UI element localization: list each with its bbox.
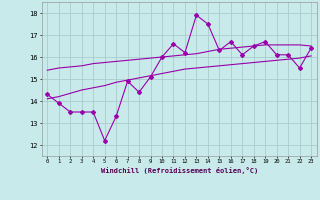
X-axis label: Windchill (Refroidissement éolien,°C): Windchill (Refroidissement éolien,°C) <box>100 167 258 174</box>
